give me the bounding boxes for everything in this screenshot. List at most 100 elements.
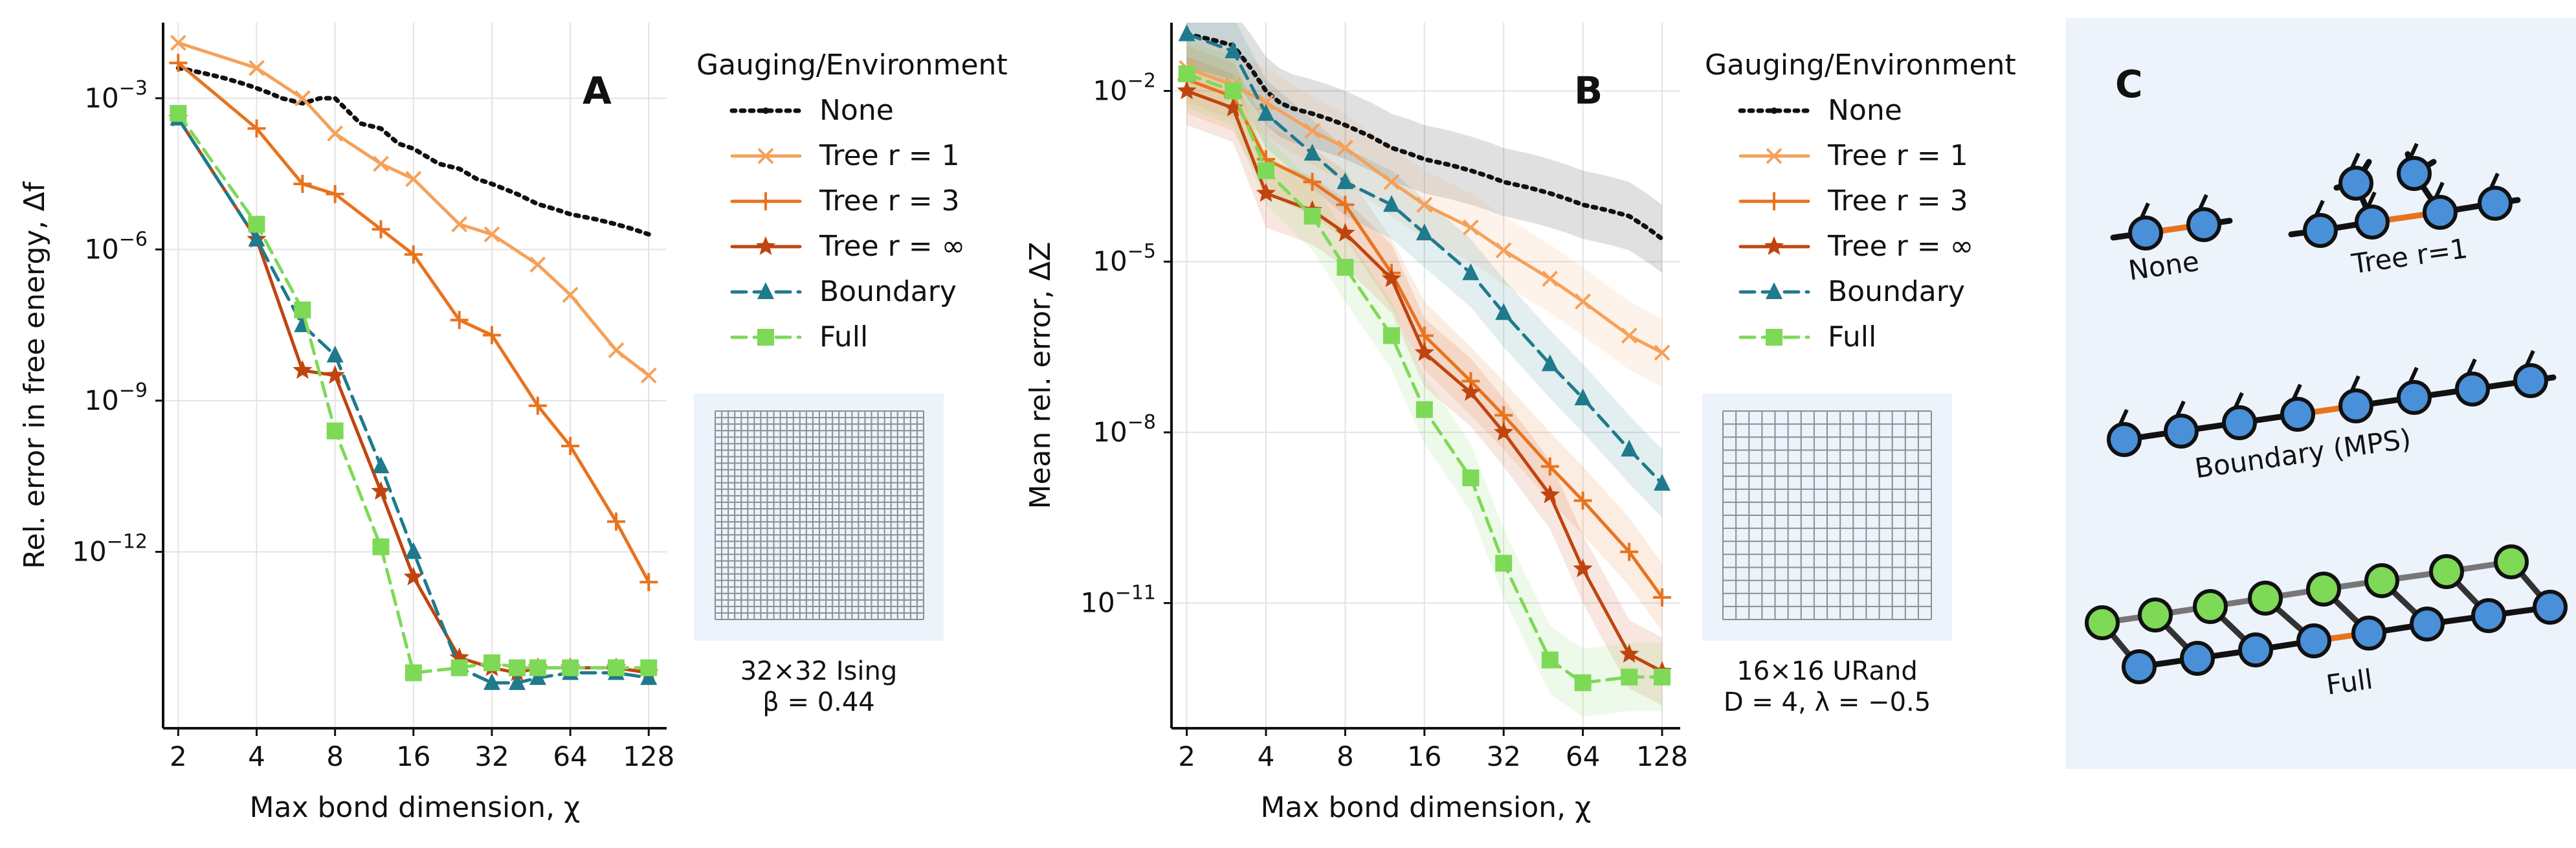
tensor-node [2429, 554, 2464, 589]
x-tick-label: 32 [1486, 741, 1520, 772]
legend-marker [755, 236, 776, 255]
point-tree-r-3 [606, 512, 625, 531]
point-boundary [248, 229, 265, 247]
panel-a-y-label: Rel. error in free energy, Δf [18, 181, 51, 569]
point-boundary [1462, 263, 1480, 280]
point-tree-r-1 [640, 367, 657, 384]
physical-leg [2118, 408, 2129, 425]
point-tree-r-inf [371, 481, 391, 500]
point-full [529, 659, 546, 676]
point-full [1337, 258, 1354, 276]
legend-item-boundary: Boundary [1738, 275, 1965, 308]
tensor-node [2397, 156, 2432, 191]
point-tree-r-inf [1381, 268, 1402, 287]
tensor-node [2238, 632, 2273, 667]
point-tree-r-1 [294, 90, 311, 107]
point-boundary [483, 673, 500, 690]
legend-item-tree-r-1: Tree r = 1 [730, 139, 960, 172]
legend-label-tree-r-1: Tree r = 1 [819, 139, 960, 172]
x-tick-label: 128 [1636, 741, 1688, 772]
point-tree-r-3 [1652, 588, 1671, 607]
y-tick-label: 10−2 [1093, 69, 1156, 106]
legend-label-boundary: Boundary [819, 275, 957, 308]
physical-leg [2140, 202, 2150, 219]
physical-leg [2234, 392, 2244, 408]
physical-leg [2350, 152, 2360, 169]
point-tree-r-inf [1335, 223, 1355, 242]
point-boundary [1574, 388, 1592, 406]
tensor-node [2222, 405, 2257, 440]
tensor-node [2280, 397, 2315, 432]
point-boundary [508, 673, 526, 690]
point-tree-r-3 [561, 437, 580, 455]
point-tree-r-1 [483, 226, 500, 243]
point-full [1225, 82, 1242, 100]
point-tree-r-inf [1256, 183, 1276, 202]
panel-b-label: B [1574, 69, 1603, 113]
tensor-node [2122, 649, 2157, 684]
panel-b-y-label: Mean rel. error, ΔZ [1024, 242, 1057, 509]
point-full [1257, 162, 1274, 179]
point-tree-r-3 [1494, 406, 1513, 425]
panel-b-inset-caption-2: D = 4, λ = −0.5 [1724, 687, 1931, 717]
tensor-node [2351, 616, 2386, 651]
panel-b-x-label: Max bond dimension, χ [1261, 791, 1592, 824]
legend-item-boundary: Boundary [730, 275, 957, 308]
point-tree-r-1 [1542, 271, 1559, 287]
physical-leg [2408, 142, 2419, 159]
band-tree-r-1 [1186, 34, 1662, 387]
legend-label-tree-r-3: Tree r = 3 [819, 184, 960, 218]
tensor-network-diagrams [2085, 142, 2568, 684]
x-tick-label: 64 [553, 741, 587, 772]
point-boundary [529, 668, 546, 686]
tensor-node [2164, 414, 2199, 449]
point-tree-r-inf [1540, 484, 1560, 504]
line-none [1184, 32, 1665, 241]
x-tick-label: 2 [170, 741, 187, 772]
point-full [483, 654, 500, 671]
panel-b-series [1177, 24, 1672, 691]
tensor-node [2397, 380, 2432, 415]
panel-b-legend: Gauging/Environment None Tree r = 1 Tree r … [1705, 49, 2016, 353]
tensor-node [2410, 607, 2445, 642]
point-boundary [1225, 41, 1242, 58]
point-tree-r-3 [169, 54, 188, 73]
panel-c: C None Tree r=1 Boundary (MPS) Full [2066, 18, 2576, 769]
legend-label-tree-r-3: Tree r = 3 [1827, 184, 1968, 218]
panel-a-x-label: Max bond dimension, χ [250, 791, 581, 824]
panel-a-ticks: 2 4 8 16 32 64 128 10−3 10−6 10−9 10−12 [72, 77, 674, 772]
physical-leg [2366, 191, 2377, 208]
point-tree-r-inf [293, 360, 313, 379]
physical-leg [2315, 199, 2325, 216]
tensor-node [2364, 563, 2399, 598]
y-tick-label: 10−5 [1093, 240, 1156, 277]
point-tree-r-1 [1304, 122, 1320, 139]
point-full [170, 105, 187, 122]
x-tick-label: 4 [1258, 741, 1275, 772]
tensor-node [2306, 572, 2341, 607]
tensor-node [2355, 205, 2390, 240]
line-none [175, 65, 651, 237]
series-full [170, 105, 658, 682]
tensor-node [2296, 623, 2331, 658]
tensor-node [2471, 598, 2506, 633]
point-tree-r-1 [1654, 344, 1671, 361]
point-tree-r-inf [1573, 558, 1593, 577]
panel-a-inset-caption-1: 32×32 Ising [740, 656, 898, 686]
point-boundary [1257, 104, 1274, 121]
physical-leg [2292, 383, 2302, 400]
tensor-node [2107, 422, 2142, 457]
point-tree-r-1 [373, 155, 389, 172]
legend-marker [1765, 192, 1783, 210]
panel-a-lattice-icon [715, 410, 924, 620]
x-tick-label: 16 [1407, 741, 1441, 772]
point-tree-r-inf [1619, 643, 1639, 663]
point-tree-r-1 [249, 60, 265, 76]
legend-marker [1766, 329, 1782, 346]
point-full [326, 422, 344, 440]
point-tree-r-1 [608, 342, 625, 359]
point-tree-r-3 [372, 220, 390, 239]
tensor-node [2303, 213, 2338, 248]
x-tick-label: 8 [326, 741, 344, 772]
point-boundary [1541, 354, 1559, 372]
